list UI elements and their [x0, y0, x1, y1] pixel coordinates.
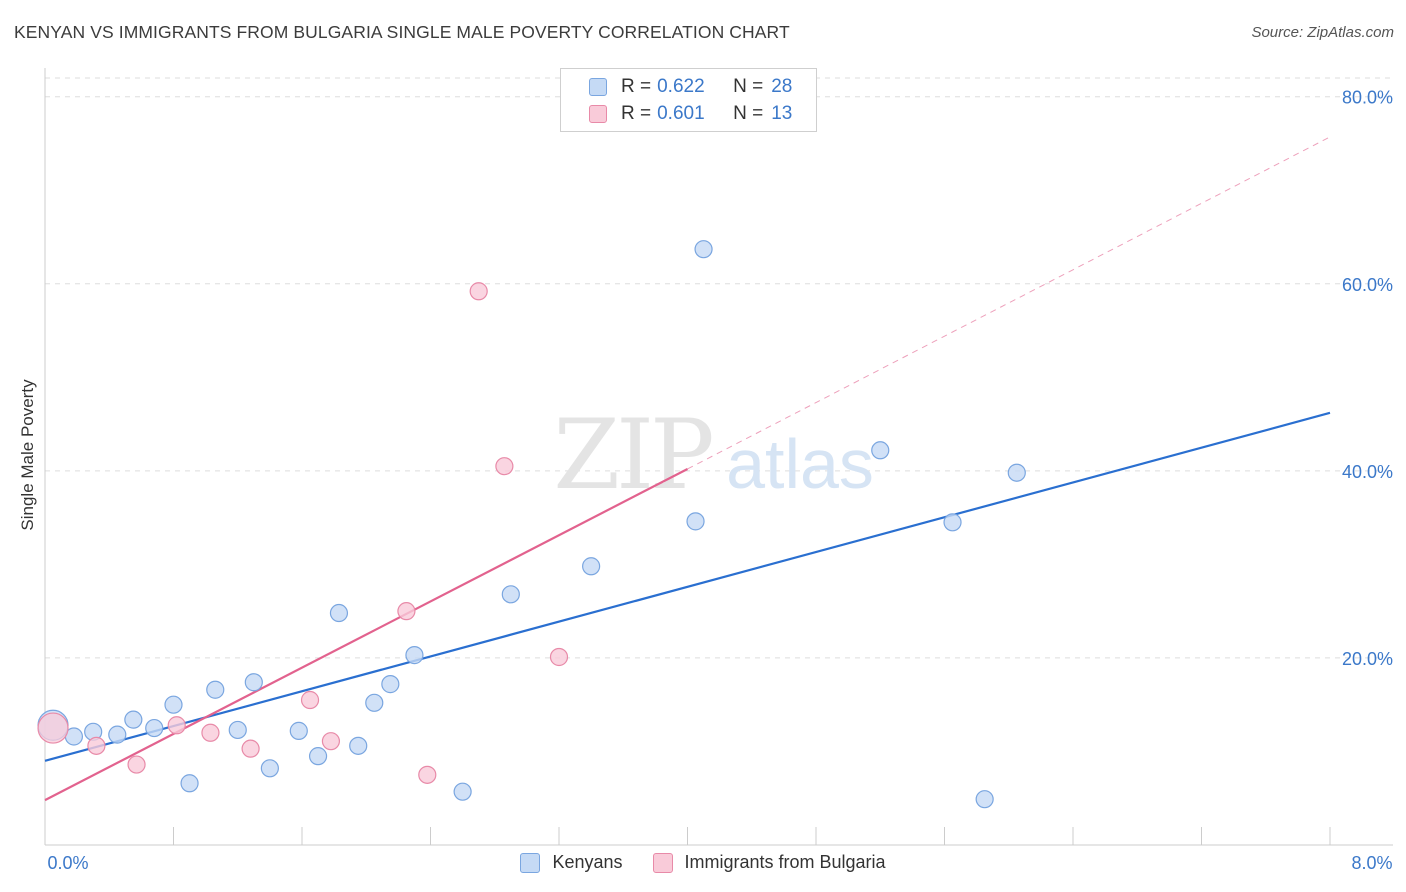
legend-row-kenyans: R = 0.622 N = 28	[561, 74, 792, 100]
y-tick-label: 80.0%	[1342, 88, 1393, 108]
bulgaria-point	[37, 712, 69, 744]
kenyans-point	[871, 441, 890, 460]
bulgaria-point	[397, 602, 416, 621]
trend-line-bulgaria	[44, 468, 689, 802]
kenyans-point	[349, 736, 368, 755]
trend-line-kenyans	[44, 411, 1331, 762]
kenyans-point	[289, 721, 308, 740]
kenyans-point	[582, 557, 601, 576]
n-value: 13	[771, 103, 793, 124]
legend-label-bulgaria: Immigrants from Bulgaria	[684, 852, 886, 872]
kenyans-point	[686, 512, 705, 531]
kenyans-swatch	[589, 78, 607, 96]
n-label: N =	[733, 103, 764, 124]
bulgaria-point	[87, 736, 106, 755]
r-value: 0.622	[657, 76, 705, 97]
r-label: R =	[621, 103, 652, 124]
kenyans-point	[164, 695, 183, 714]
x-tick-label-min: 0.0%	[47, 853, 88, 873]
kenyans-point	[381, 675, 400, 694]
data-points	[37, 240, 1026, 809]
r-value: 0.601	[657, 103, 705, 124]
bulgaria-point	[549, 647, 569, 667]
bulgaria-point	[321, 732, 341, 751]
axes	[44, 68, 1393, 846]
bulgaria-point	[201, 723, 220, 742]
tick-labels: 20.0% 40.0% 60.0% 80.0% 0.0% 8.0%	[47, 88, 1393, 873]
n-label: N =	[733, 76, 764, 97]
bulgaria-swatch	[589, 105, 607, 123]
y-tick-label: 20.0%	[1342, 649, 1393, 669]
legend-item-bulgaria[interactable]: Immigrants from Bulgaria	[652, 852, 886, 873]
bulgaria-point	[469, 282, 488, 301]
trend-lines	[44, 136, 1331, 802]
kenyans-point	[180, 774, 199, 793]
r-label: R =	[621, 76, 652, 97]
legend-label-kenyans: Kenyans	[552, 852, 623, 872]
series-legend: Kenyans Immigrants from Bulgaria	[0, 852, 1406, 873]
legend-item-kenyans[interactable]: Kenyans	[520, 852, 623, 873]
bulgaria-point	[418, 765, 437, 784]
kenyans-point	[206, 680, 225, 699]
correlation-legend: R = 0.622 N = 28 R = 0.601 N = 13	[560, 68, 817, 132]
bulgaria-swatch	[652, 852, 673, 873]
trend-line-bulgaria-extension	[687, 136, 1331, 470]
kenyans-point	[124, 710, 143, 729]
gridlines	[45, 77, 1393, 659]
kenyans-point	[405, 646, 424, 665]
kenyans-point	[975, 790, 994, 809]
legend-row-bulgaria: R = 0.601 N = 13	[561, 101, 792, 127]
kenyans-point	[260, 759, 279, 778]
bulgaria-point	[167, 716, 186, 735]
y-tick-label: 60.0%	[1342, 275, 1393, 295]
source-label: Source: ZipAtlas.com	[1251, 24, 1394, 41]
kenyans-point	[329, 603, 349, 623]
x-tick-label-max: 8.0%	[1351, 853, 1392, 873]
kenyans-point	[108, 725, 127, 744]
y-axis-title: Single Male Poverty	[18, 379, 37, 531]
bulgaria-point	[300, 690, 320, 710]
kenyans-point	[145, 718, 164, 738]
kenyans-point	[501, 585, 520, 604]
kenyans-point	[228, 720, 247, 740]
kenyans-point	[308, 747, 328, 766]
watermark: ZIP atlas	[553, 399, 874, 511]
n-value: 28	[771, 76, 793, 97]
chart-title: KENYAN VS IMMIGRANTS FROM BULGARIA SINGL…	[14, 22, 790, 42]
bulgaria-point	[127, 755, 146, 774]
kenyans-swatch	[520, 852, 541, 873]
kenyans-point	[1007, 463, 1026, 482]
kenyans-point	[244, 673, 263, 692]
watermark-zip: ZIP	[553, 399, 712, 511]
bulgaria-point	[241, 739, 260, 758]
kenyans-point	[694, 240, 713, 259]
watermark-atlas: atlas	[726, 425, 874, 503]
bulgaria-point	[495, 457, 514, 476]
kenyans-point	[365, 693, 384, 712]
kenyans-point	[453, 782, 472, 801]
kenyans-point	[943, 513, 962, 532]
y-tick-label: 40.0%	[1342, 462, 1393, 482]
